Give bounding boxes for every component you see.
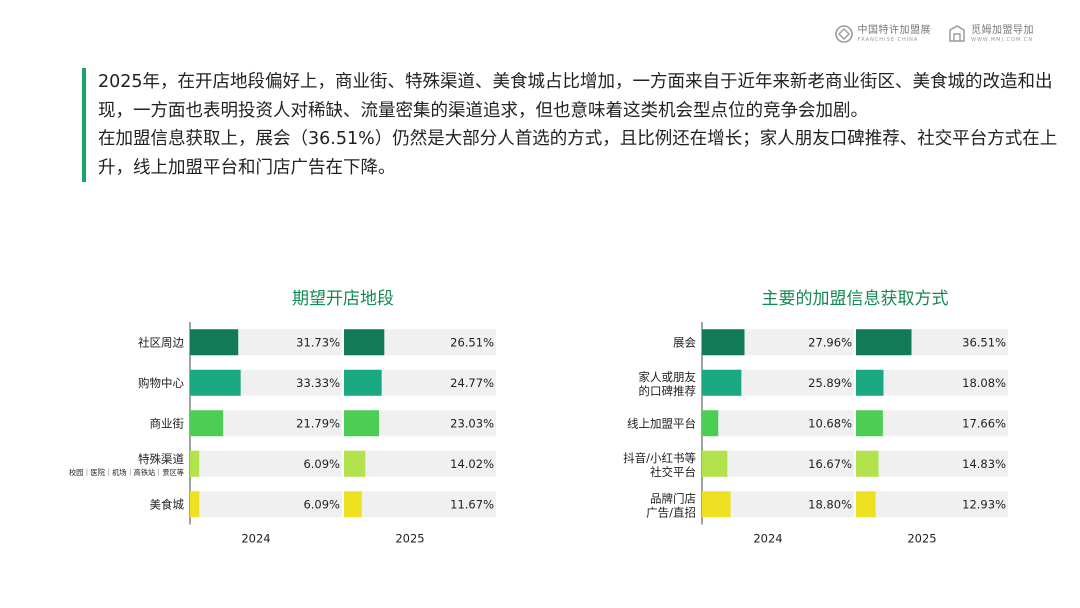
store-location-row-2-value-2024: 33.33% <box>296 376 340 390</box>
info-channel-row-3-label: 线上加盟平台 <box>627 416 696 430</box>
logo2-name: 觅姆加盟导加 <box>971 24 1034 36</box>
intro-paragraph-2: 在加盟信息获取上，展会（36.51%）仍然是大部分人首选的方式，且比例还在增长；… <box>98 129 1058 178</box>
store-location-chart: 期望开店地段 社区周边 31.73% 26.51% 购物中心 33.33% 24.77% 商… <box>18 276 518 550</box>
store-location-row-2-label: 购物中心 <box>138 376 184 390</box>
info-channel-row-4-sublabel: 社交平台 <box>650 465 696 479</box>
info-channel-row-1-value-2024: 27.96% <box>808 335 852 349</box>
store-location-row-4-value-2025: 14.02% <box>450 457 494 471</box>
info-channel-row-1-bar-2025 <box>856 329 912 356</box>
store-location-row-3-bar-2025 <box>344 410 380 437</box>
intro-paragraph-1: 2025年，在开店地段偏好上，商业街、特殊渠道、美食城占比增加，一方面来自于近年… <box>98 72 1053 121</box>
logo1-name: 中国特许加盟展 <box>857 24 931 36</box>
store-location-row-5-label: 美食城 <box>150 497 185 511</box>
store-location-row-4-value-2024: 6.09% <box>303 457 340 471</box>
logo2-url: WWW.MMJ.COM.CN <box>971 36 1034 43</box>
store-location-row-4-label: 特殊渠道 <box>138 452 184 466</box>
info-channel-row-4-bar-2024 <box>702 450 728 477</box>
franchise-china-logo: 中国特许加盟展 FRANCHISE CHINA <box>834 24 932 44</box>
info-channel-row-4-value-2024: 16.67% <box>808 457 852 471</box>
info-channel-row-5-value-2024: 18.80% <box>808 497 852 511</box>
info-channel-row-2-bar-2025 <box>856 369 884 396</box>
info-channel-row-4-label: 抖音/小红书等 <box>623 451 696 465</box>
info-channel-row-5-label: 品牌门店 <box>650 491 696 505</box>
store-location-row-1-bar-2024 <box>190 329 239 356</box>
store-location-row-1-value-2025: 26.51% <box>450 335 494 349</box>
store-location-row-5-value-2024: 6.09% <box>303 497 340 511</box>
store-location-panel-label-2025: 2025 <box>395 532 424 546</box>
info-channel-row-3-bar-2025 <box>856 410 883 437</box>
store-location-row-5-bar-2024 <box>190 491 200 518</box>
store-location-row-3-value-2025: 23.03% <box>450 416 494 430</box>
store-location-row-3-bar-2024 <box>190 410 224 437</box>
store-location-row-1-value-2024: 31.73% <box>296 335 340 349</box>
header-logos: 中国特许加盟展 FRANCHISE CHINA 觅姆加盟导加 WWW.MMJ.C… <box>834 24 1035 44</box>
info-channel-row-4-bar-2025 <box>856 450 879 477</box>
store-location-row-4-track-2024 <box>190 450 342 477</box>
store-location-row-5-track-2025 <box>344 491 496 518</box>
mmj-logo-icon <box>949 25 965 42</box>
info-channel-row-3-track-2024 <box>702 410 854 437</box>
info-channel-row-2-value-2025: 18.08% <box>962 376 1006 390</box>
store-location-chart-title: 期望开店地段 <box>292 289 394 309</box>
info-channel-row-1-label: 展会 <box>673 335 696 349</box>
info-channel-row-5-track-2025 <box>856 491 1008 518</box>
info-channel-row-4-value-2025: 14.83% <box>962 457 1006 471</box>
info-channel-row-5-value-2025: 12.93% <box>962 497 1006 511</box>
store-location-row-4-sublabel: 校园｜医院｜机场｜高铁站｜景区等 <box>69 468 184 477</box>
store-location-row-4-track-2025 <box>344 450 496 477</box>
info-channel-chart-title: 主要的加盟信息获取方式 <box>761 289 949 309</box>
logo1-en: FRANCHISE CHINA <box>857 36 919 43</box>
store-location-row-1-bar-2025 <box>344 329 385 356</box>
store-location-row-3-label: 商业街 <box>150 416 185 430</box>
store-location-chart-plot: 社区周边 31.73% 26.51% 购物中心 33.33% 24.77% 商业街 21.79… <box>69 322 496 546</box>
franchise-china-logo-icon <box>834 25 853 43</box>
store-location-row-2-value-2025: 24.77% <box>450 376 494 390</box>
info-channel-panel-label-2025: 2025 <box>907 532 936 546</box>
info-channel-row-3-value-2025: 17.66% <box>962 416 1006 430</box>
store-location-row-4-bar-2025 <box>344 450 366 477</box>
info-channel-row-1-value-2025: 36.51% <box>962 335 1006 349</box>
info-channel-row-2-label: 家人或朋友 <box>639 370 697 384</box>
store-location-row-2-bar-2025 <box>344 369 382 396</box>
store-location-row-5-bar-2025 <box>344 491 362 518</box>
info-channel-row-2-sublabel: 的口碑推荐 <box>639 384 697 398</box>
info-channel-chart: 主要的加盟信息获取方式 展会 27.96% 36.51% 家人或朋友 的口碑推荐 25.8… <box>530 276 1030 550</box>
store-location-row-2-bar-2024 <box>190 369 241 396</box>
info-channel-row-5-sublabel: 广告/直招 <box>646 505 696 519</box>
info-channel-row-2-bar-2024 <box>702 369 742 396</box>
store-location-row-4-bar-2024 <box>190 450 200 477</box>
info-channel-panel-label-2024: 2024 <box>753 532 782 546</box>
info-channel-row-1-bar-2024 <box>702 329 745 356</box>
mmj-logo: 觅姆加盟导加 WWW.MMJ.COM.CN <box>947 24 1034 44</box>
info-channel-row-3-bar-2024 <box>702 410 719 437</box>
store-location-row-5-value-2025: 11.67% <box>450 497 494 511</box>
info-channel-row-2-value-2024: 25.89% <box>808 376 852 390</box>
store-location-row-3-value-2024: 21.79% <box>296 416 340 430</box>
store-location-row-1-label: 社区周边 <box>138 335 184 349</box>
info-channel-row-3-value-2024: 10.68% <box>808 416 852 430</box>
info-channel-row-5-bar-2025 <box>856 491 876 518</box>
store-location-row-5-track-2024 <box>190 491 342 518</box>
info-channel-row-4-track-2025 <box>856 450 1008 477</box>
intro-text-block: 2025年，在开店地段偏好上，商业街、特殊渠道、美食城占比增加，一方面来自于近年… <box>82 68 1058 182</box>
info-channel-row-5-bar-2024 <box>702 491 731 518</box>
store-location-panel-label-2024: 2024 <box>241 532 270 546</box>
